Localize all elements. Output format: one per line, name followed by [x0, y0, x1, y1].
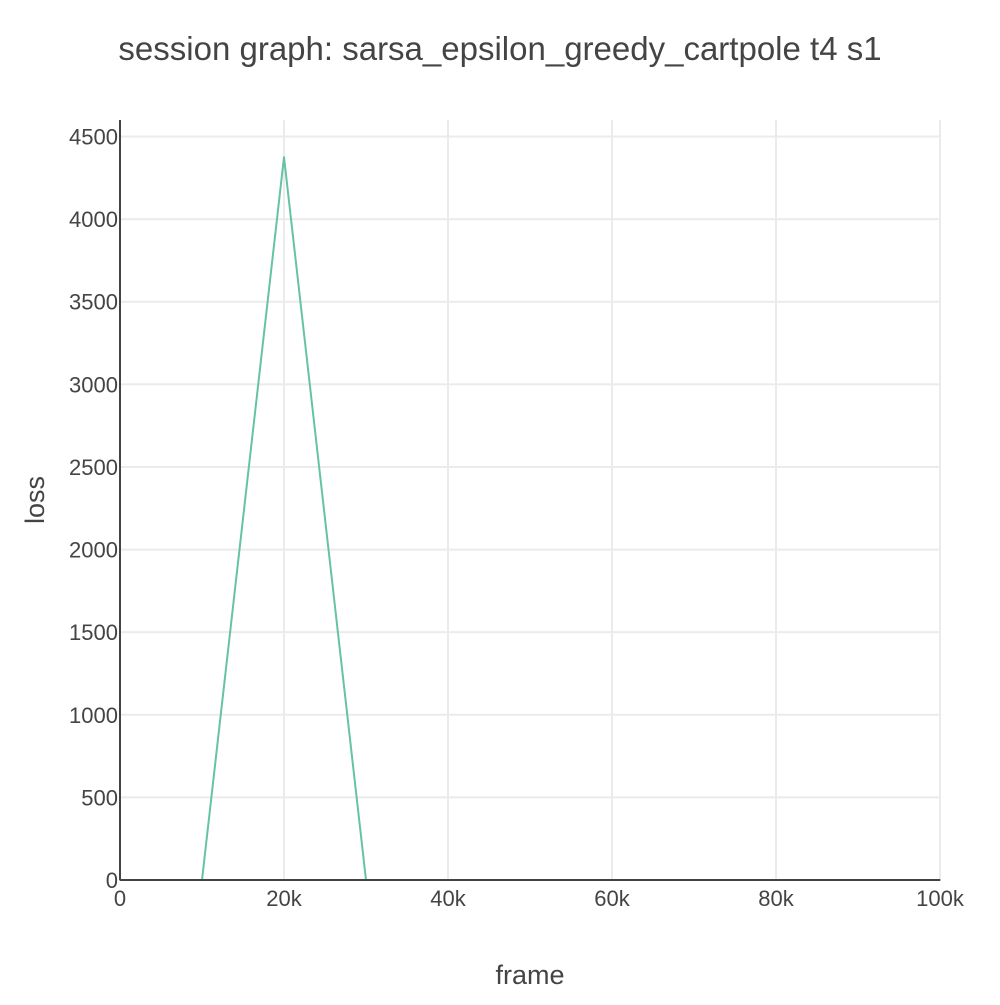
x-tick-label: 80k [758, 886, 794, 911]
x-tick-label: 0 [114, 886, 126, 911]
y-tick-label: 3500 [69, 290, 118, 315]
grid [120, 120, 941, 880]
x-tick-label: 60k [594, 886, 630, 911]
y-tick-label: 1000 [69, 703, 118, 728]
x-tick-label: 40k [430, 886, 466, 911]
series-line [119, 156, 941, 881]
x-axis-title: frame [495, 960, 564, 990]
axes [119, 120, 940, 881]
y-tick-label: 4000 [69, 207, 118, 232]
y-tick-label: 2000 [69, 538, 118, 563]
y-axis-title: loss [20, 476, 50, 524]
y-tick-label: 1500 [69, 620, 118, 645]
y-tick-label: 4500 [69, 125, 118, 150]
x-tick-label: 100k [916, 886, 965, 911]
x-tick-labels: 0 20k 40k 60k 80k 100k [114, 886, 965, 911]
y-tick-labels: 0 500 1000 1500 2000 2500 3000 3500 4000 4500 [69, 125, 118, 893]
y-tick-label: 3000 [69, 372, 118, 397]
y-tick-label: 0 [106, 868, 118, 893]
chart-title: session graph: sarsa_epsilon_greedy_cart… [118, 30, 881, 67]
y-tick-label: 2500 [69, 455, 118, 480]
y-tick-label: 500 [81, 785, 118, 810]
series-layer [119, 156, 941, 881]
x-tick-label: 20k [266, 886, 302, 911]
